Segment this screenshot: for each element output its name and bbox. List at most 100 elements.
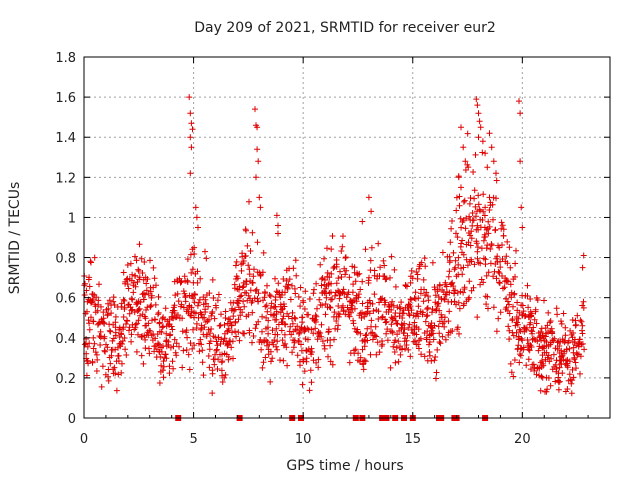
data-point bbox=[244, 242, 251, 249]
data-point bbox=[133, 320, 140, 327]
data-point bbox=[461, 197, 468, 204]
data-point bbox=[259, 364, 266, 371]
data-point bbox=[318, 321, 325, 328]
data-point bbox=[404, 283, 410, 290]
data-point bbox=[96, 281, 102, 288]
data-point bbox=[368, 208, 375, 215]
data-point bbox=[408, 297, 415, 303]
data-point bbox=[326, 274, 333, 281]
data-point bbox=[184, 279, 191, 285]
data-point bbox=[163, 343, 170, 350]
data-point bbox=[375, 308, 382, 315]
data-point bbox=[301, 368, 308, 375]
data-point bbox=[143, 280, 150, 287]
x-tick-label: 0 bbox=[80, 432, 88, 447]
data-point bbox=[176, 343, 182, 350]
data-point bbox=[128, 307, 135, 314]
data-point bbox=[490, 304, 497, 311]
data-point bbox=[338, 274, 345, 280]
data-point bbox=[303, 347, 310, 354]
data-point bbox=[416, 345, 422, 352]
data-point bbox=[261, 294, 268, 301]
data-point bbox=[461, 286, 468, 292]
data-point bbox=[170, 343, 177, 350]
data-point bbox=[541, 297, 547, 304]
data-point bbox=[247, 287, 254, 294]
data-point bbox=[187, 340, 194, 347]
data-point bbox=[84, 343, 91, 350]
data-point bbox=[241, 303, 248, 310]
data-point bbox=[208, 312, 215, 319]
data-point bbox=[187, 134, 194, 141]
data-point bbox=[269, 355, 276, 362]
data-point bbox=[147, 303, 154, 310]
data-point bbox=[183, 327, 190, 334]
data-point bbox=[439, 249, 446, 256]
data-point bbox=[382, 299, 389, 306]
data-point bbox=[392, 359, 399, 366]
data-point bbox=[470, 284, 477, 291]
data-point bbox=[281, 303, 288, 310]
data-point bbox=[331, 336, 337, 343]
data-point bbox=[142, 336, 149, 343]
data-point bbox=[422, 263, 429, 270]
data-point bbox=[367, 351, 374, 358]
data-point bbox=[480, 208, 487, 215]
data-point bbox=[479, 217, 486, 223]
data-point bbox=[343, 294, 350, 301]
data-point bbox=[264, 324, 271, 331]
data-point bbox=[281, 331, 288, 338]
data-point bbox=[296, 338, 303, 345]
data-point bbox=[214, 366, 221, 372]
data-point bbox=[560, 310, 567, 317]
data-point bbox=[87, 258, 94, 265]
data-point bbox=[236, 337, 243, 344]
data-point bbox=[388, 253, 395, 260]
data-point bbox=[530, 335, 537, 342]
data-point bbox=[495, 268, 502, 275]
data-point bbox=[433, 375, 439, 382]
data-point bbox=[468, 235, 475, 242]
data-point bbox=[399, 346, 405, 353]
data-point bbox=[572, 359, 579, 366]
data-point bbox=[228, 322, 235, 328]
data-point bbox=[124, 281, 131, 288]
data-point bbox=[159, 324, 166, 331]
data-point bbox=[327, 342, 334, 349]
data-point bbox=[318, 276, 325, 283]
data-point bbox=[169, 326, 176, 333]
data-point bbox=[311, 286, 317, 293]
data-point bbox=[359, 300, 366, 307]
data-point bbox=[394, 331, 401, 338]
data-point bbox=[262, 303, 269, 310]
data-point bbox=[264, 282, 270, 289]
data-point bbox=[477, 260, 484, 267]
data-point bbox=[375, 316, 382, 322]
data-point bbox=[112, 370, 119, 377]
data-point bbox=[187, 170, 194, 177]
data-point bbox=[398, 299, 405, 306]
data-point bbox=[362, 332, 369, 339]
data-point bbox=[505, 323, 512, 330]
data-point bbox=[349, 289, 356, 296]
data-point bbox=[456, 305, 463, 312]
data-point bbox=[325, 326, 332, 333]
data-point bbox=[458, 240, 465, 247]
data-point bbox=[127, 260, 134, 267]
data-point bbox=[335, 275, 342, 282]
data-point bbox=[106, 327, 113, 334]
data-point bbox=[179, 364, 186, 371]
data-point bbox=[222, 315, 229, 321]
data-point bbox=[523, 324, 530, 331]
data-point bbox=[90, 296, 96, 303]
data-point bbox=[323, 294, 330, 301]
data-point bbox=[317, 261, 324, 268]
data-point bbox=[406, 311, 412, 317]
data-point bbox=[429, 259, 436, 266]
data-point bbox=[356, 270, 363, 277]
data-point bbox=[191, 342, 198, 349]
data-point bbox=[94, 307, 101, 314]
data-point bbox=[312, 325, 319, 332]
data-point bbox=[568, 380, 575, 387]
data-point bbox=[106, 297, 113, 304]
